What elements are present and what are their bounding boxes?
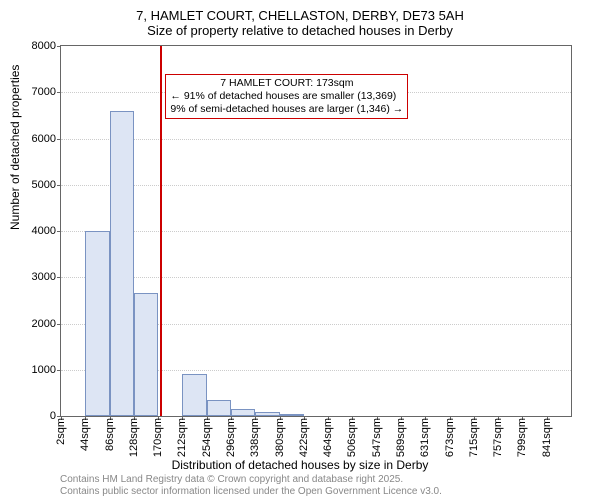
- y-tick-label: 4000: [32, 225, 61, 237]
- annotation-box: 7 HAMLET COURT: 173sqm← 91% of detached …: [165, 74, 408, 119]
- annotation-line1: ← 91% of detached houses are smaller (13…: [170, 90, 403, 103]
- y-tick-label: 2000: [32, 318, 61, 330]
- y-tick-label: 6000: [32, 133, 61, 145]
- x-tick-label: 715sqm: [468, 418, 480, 457]
- x-tick-label: 338sqm: [249, 418, 261, 457]
- histogram-bar: [85, 231, 109, 416]
- y-tick-label: 8000: [32, 40, 61, 52]
- y-tick-label: 3000: [32, 271, 61, 283]
- x-axis-label: Distribution of detached houses by size …: [0, 458, 600, 472]
- x-tick-label: 464sqm: [322, 418, 334, 457]
- x-tick-label: 380sqm: [274, 418, 286, 457]
- x-tick-label: 296sqm: [225, 418, 237, 457]
- chart-title-line2: Size of property relative to detached ho…: [0, 23, 600, 38]
- x-tick-label: 422sqm: [298, 418, 310, 457]
- y-tick-label: 1000: [32, 364, 61, 376]
- histogram-bar: [110, 111, 134, 416]
- x-tick-label: 506sqm: [346, 418, 358, 457]
- x-tick-label: 589sqm: [395, 418, 407, 457]
- x-tick-label: 673sqm: [444, 418, 456, 457]
- histogram-bar: [231, 409, 255, 416]
- y-tick-label: 5000: [32, 179, 61, 191]
- footer-attribution: Contains HM Land Registry data © Crown c…: [60, 474, 442, 498]
- x-tick-label: 212sqm: [176, 418, 188, 457]
- x-tick-label: 86sqm: [104, 418, 116, 451]
- histogram-bar: [182, 374, 206, 416]
- property-marker-line: [160, 46, 162, 416]
- gridline: [61, 231, 571, 232]
- plot-area: 0100020003000400050006000700080002sqm44s…: [60, 45, 572, 417]
- histogram-bar: [207, 400, 231, 416]
- footer-line2: Contains public sector information licen…: [60, 486, 442, 498]
- y-tick-label: 7000: [32, 86, 61, 98]
- x-tick-label: 2sqm: [55, 418, 67, 445]
- annotation-title: 7 HAMLET COURT: 173sqm: [170, 77, 403, 90]
- x-tick-label: 128sqm: [128, 418, 140, 457]
- x-tick-label: 841sqm: [541, 418, 553, 457]
- gridline: [61, 277, 571, 278]
- x-tick-label: 254sqm: [201, 418, 213, 457]
- x-tick-label: 44sqm: [79, 418, 91, 451]
- chart-container: 7, HAMLET COURT, CHELLASTON, DERBY, DE73…: [0, 0, 600, 500]
- x-tick-label: 170sqm: [152, 418, 164, 457]
- y-axis-label: Number of detached properties: [8, 65, 22, 230]
- gridline: [61, 139, 571, 140]
- x-tick-label: 631sqm: [419, 418, 431, 457]
- histogram-bar: [255, 412, 279, 416]
- annotation-line2: 9% of semi-detached houses are larger (1…: [170, 103, 403, 116]
- histogram-bar: [134, 293, 158, 416]
- histogram-bar: [280, 414, 304, 416]
- x-tick-label: 757sqm: [492, 418, 504, 457]
- chart-title-line1: 7, HAMLET COURT, CHELLASTON, DERBY, DE73…: [0, 0, 600, 23]
- footer-line1: Contains HM Land Registry data © Crown c…: [60, 474, 442, 486]
- x-tick-label: 547sqm: [371, 418, 383, 457]
- x-tick-label: 799sqm: [516, 418, 528, 457]
- gridline: [61, 185, 571, 186]
